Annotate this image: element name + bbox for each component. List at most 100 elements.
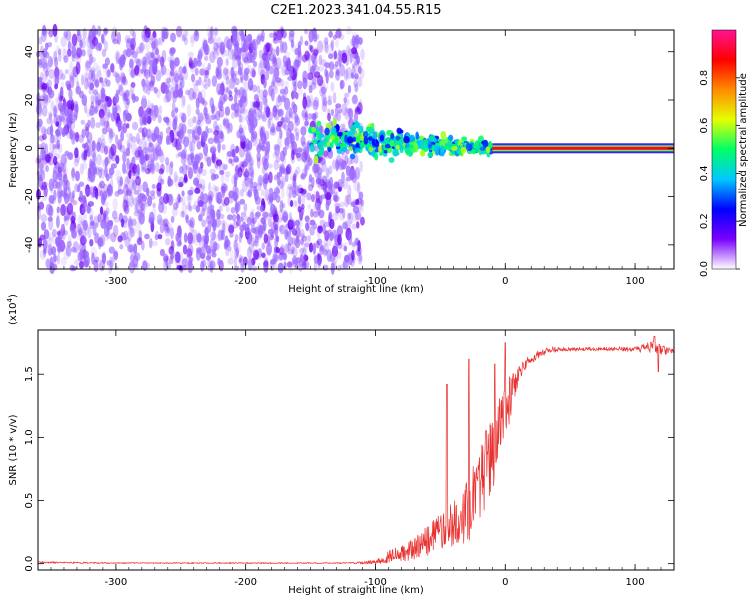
noise-cell [71, 45, 77, 59]
noise-cell [174, 251, 181, 263]
noise-cell [263, 44, 269, 56]
noise-cell [192, 162, 199, 170]
noise-cell [229, 249, 235, 260]
noise-cell [148, 37, 154, 46]
noise-cell [60, 73, 66, 81]
noise-cell [97, 183, 103, 192]
noise-cell [117, 183, 122, 192]
noise-cell [353, 75, 358, 81]
noise-cell [95, 99, 102, 106]
colorbar-tick-label: 0.4 [699, 165, 710, 181]
noise-cell [48, 194, 55, 204]
noise-cell [350, 158, 355, 165]
noise-cell [67, 40, 71, 51]
noise-cell [110, 143, 117, 157]
noise-cell [291, 236, 296, 246]
noise-cell [150, 102, 154, 109]
noise-cell [256, 151, 261, 162]
noise-cell [273, 159, 279, 171]
noise-cell [252, 265, 258, 272]
noise-cell [206, 156, 212, 167]
snr-x-tick-label: 100 [626, 577, 645, 588]
noise-cell [66, 240, 72, 248]
noise-cell [290, 152, 296, 164]
noise-cell [333, 191, 339, 201]
noise-cell [55, 129, 59, 135]
noise-cell [74, 147, 79, 159]
noise-cell [306, 99, 313, 108]
noise-cell [112, 38, 119, 45]
noise-cell [142, 260, 148, 271]
noise-cell [63, 55, 69, 63]
noise-cell [258, 177, 263, 186]
noise-cell [260, 111, 265, 120]
signal-cell [313, 155, 319, 165]
noise-cell [188, 57, 193, 67]
noise-cell [112, 197, 118, 211]
noise-cell [316, 40, 324, 54]
noise-cell [281, 202, 286, 209]
signal-cell [398, 138, 404, 145]
tone-band-core [492, 146, 674, 150]
noise-cell [177, 230, 182, 244]
noise-cell [311, 242, 316, 250]
noise-cell [180, 77, 185, 90]
noise-cell [129, 58, 134, 69]
noise-cell [79, 248, 84, 261]
noise-cell [235, 201, 239, 215]
noise-cell [335, 29, 342, 39]
noise-cell [301, 141, 307, 148]
noise-cell [105, 95, 109, 102]
noise-cell [278, 247, 285, 255]
noise-cell [258, 49, 264, 60]
noise-cell [126, 39, 133, 52]
noise-cell [339, 31, 343, 38]
noise-cell [263, 130, 270, 141]
noise-cell [345, 162, 351, 175]
noise-cell [353, 112, 359, 123]
noise-cell [216, 209, 221, 220]
noise-cell [279, 200, 284, 213]
noise-cell [90, 94, 95, 104]
noise-cell [324, 178, 330, 186]
noise-cell [123, 203, 130, 215]
noise-cell [304, 215, 310, 223]
noise-cell [119, 56, 126, 68]
noise-cell [261, 114, 268, 123]
noise-cell [137, 209, 143, 215]
signal-cell [465, 142, 471, 151]
noise-cell [268, 53, 275, 62]
noise-cell [150, 163, 156, 175]
noise-cell [220, 188, 224, 199]
spectrogram-x-tick-label: -100 [364, 276, 387, 287]
noise-cell [210, 231, 217, 241]
noise-cell [157, 233, 163, 240]
noise-cell [360, 48, 365, 61]
noise-cell [136, 163, 140, 175]
noise-cell [258, 59, 262, 69]
noise-cell [318, 54, 323, 66]
noise-cell [185, 164, 190, 171]
noise-cell [55, 143, 61, 150]
noise-cell [101, 252, 106, 259]
noise-cell [337, 264, 342, 272]
noise-cell [59, 86, 64, 100]
noise-cell [157, 57, 164, 63]
noise-cell [334, 105, 339, 117]
noise-cell [84, 71, 89, 82]
signal-cell [354, 121, 361, 129]
noise-cell [59, 96, 66, 102]
noise-cell [357, 76, 363, 88]
noise-cell [53, 155, 58, 166]
noise-cell [149, 153, 156, 163]
noise-cell [49, 134, 55, 144]
noise-cell [182, 65, 187, 74]
noise-cell [229, 225, 234, 232]
noise-cell [356, 181, 361, 194]
signal-cell [371, 138, 376, 146]
noise-cell [98, 108, 105, 119]
noise-cell [217, 140, 221, 154]
noise-cell [288, 191, 292, 199]
noise-cell [275, 57, 282, 70]
noise-cell [354, 167, 361, 180]
